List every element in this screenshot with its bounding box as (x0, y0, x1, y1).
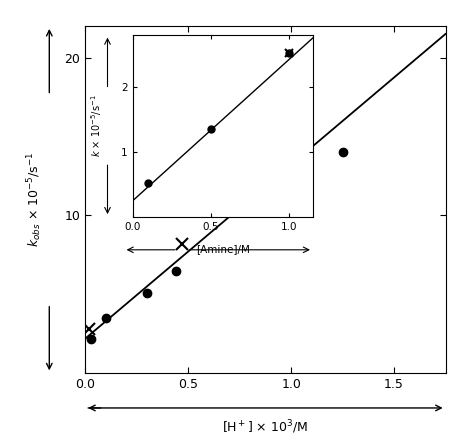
Text: [H$^+$] $\times$ 10$^3$/M: [H$^+$] $\times$ 10$^3$/M (222, 418, 309, 434)
Text: $k_{obs}$ $\times$ 10$^{-5}$/s$^{-1}$: $k_{obs}$ $\times$ 10$^{-5}$/s$^{-1}$ (26, 152, 44, 247)
Text: [Amine]/M: [Amine]/M (196, 244, 250, 254)
Text: $k$ $\times$ 10$^{-5}$/s$^{-1}$: $k$ $\times$ 10$^{-5}$/s$^{-1}$ (89, 95, 104, 157)
